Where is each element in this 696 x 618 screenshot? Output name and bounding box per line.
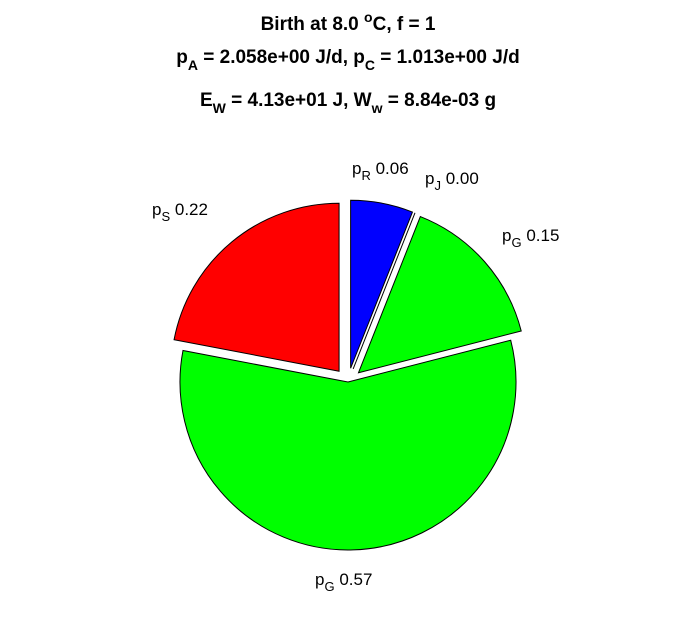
title-line-1: Birth at 8.0 oC, f = 1: [261, 9, 436, 35]
slice-label-2: pJ 0.00: [425, 169, 479, 193]
slice-label-1: pR 0.06: [352, 159, 409, 183]
slice-label-4: pG 0.57: [315, 570, 372, 594]
title-line-2: pA = 2.058e+00 J/d, pC = 1.013e+00 J/d: [176, 47, 519, 73]
slice-labels: pR 0.06 pJ 0.00 pG 0.15 pG 0.57 pS 0.22: [152, 159, 559, 594]
pie-slice-3: [357, 215, 522, 374]
pie-slice-4: [179, 339, 517, 551]
pie-slices: [173, 199, 522, 551]
chart-title: Birth at 8.0 oC, f = 1 pA = 2.058e+00 J/d…: [176, 9, 519, 116]
pie-slice-2: [352, 212, 416, 370]
pie-slice-1: [350, 199, 414, 369]
title-line-3: EW = 4.13e+01 J, Ww = 8.84e-03 g: [200, 90, 496, 116]
slice-label-3: pG 0.15: [502, 226, 559, 250]
slice-label-5: pS 0.22: [152, 200, 208, 224]
pie-slice-5: [173, 202, 340, 372]
